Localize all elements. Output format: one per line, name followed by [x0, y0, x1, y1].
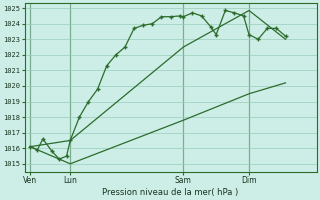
X-axis label: Pression niveau de la mer( hPa ): Pression niveau de la mer( hPa ) [102, 188, 239, 197]
